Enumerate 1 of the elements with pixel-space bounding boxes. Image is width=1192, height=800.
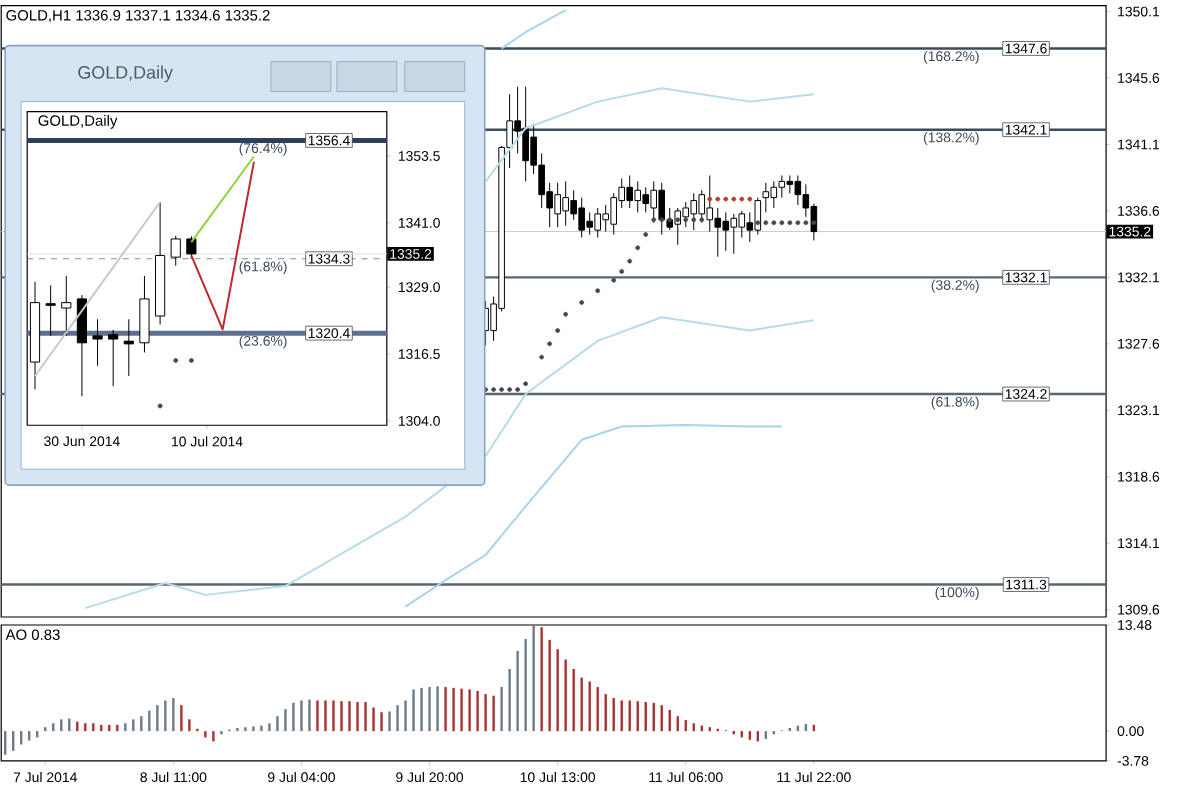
chart-title: GOLD,Daily — [78, 65, 173, 82]
